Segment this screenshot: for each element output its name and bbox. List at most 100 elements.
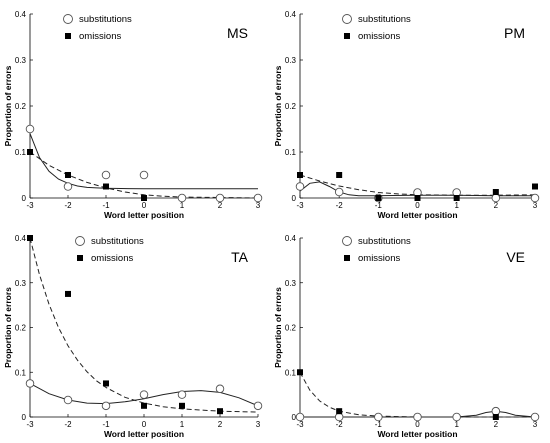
x-tick-label: -3: [296, 420, 304, 429]
legend-square-icon: [77, 255, 83, 261]
y-axis-title: Proportion of errors: [273, 65, 283, 146]
omission-point: [27, 149, 33, 155]
legend-label-omissions: omissions: [91, 253, 133, 264]
x-axis-title: Word letter position: [377, 429, 457, 439]
x-tick-label: 0: [142, 201, 147, 210]
omission-point: [492, 414, 499, 420]
y-tick-label: 0.3: [285, 279, 297, 288]
x-tick-label: 2: [218, 201, 223, 210]
x-tick-label: 1: [454, 201, 459, 210]
y-tick-label: 0.4: [285, 10, 297, 19]
omission-point: [297, 369, 303, 376]
omission-point: [336, 408, 343, 415]
panel-label: MS: [227, 25, 248, 41]
substitution-point: [63, 182, 73, 191]
y-tick-label: 0: [22, 413, 27, 422]
x-tick-label: 0: [415, 201, 420, 210]
x-tick-label: -3: [296, 201, 304, 210]
substitution-point: [63, 395, 73, 405]
x-tick-label: 3: [533, 201, 538, 210]
omission-point: [141, 402, 147, 409]
legend: substitutions omissions: [75, 236, 144, 264]
substitution-point: [530, 412, 540, 422]
substitution-point: [177, 193, 187, 203]
legend: substitutions omissions: [342, 14, 411, 42]
omissions-fit-curve: [29, 237, 259, 413]
x-axis-title: Word letter position: [104, 210, 184, 220]
substitution-point: [139, 170, 149, 180]
x-tick-label: -2: [64, 201, 72, 210]
substitution-point: [413, 412, 422, 422]
substitution-point: [374, 412, 383, 422]
x-tick-label: -3: [26, 420, 34, 429]
substitutions-fit-curve: [299, 181, 535, 197]
y-tick-label: 0.3: [15, 56, 27, 65]
y-tick-label: 0.1: [285, 148, 297, 157]
substitution-point: [215, 193, 225, 203]
x-tick-label: 3: [256, 420, 261, 429]
legend-label-substitutions: substitutions: [91, 236, 144, 247]
omission-point: [103, 380, 109, 387]
substitution-point: [253, 193, 263, 203]
omission-point: [492, 189, 499, 196]
substitution-point: [491, 193, 501, 203]
x-tick-label: 2: [494, 420, 499, 429]
x-tick-label: 3: [256, 201, 261, 210]
omission-point: [336, 172, 343, 178]
x-tick-label: -2: [64, 420, 72, 429]
substitution-point: [101, 170, 111, 180]
y-tick-label: 0.3: [285, 56, 297, 65]
omission-point: [217, 408, 223, 415]
panel-ta: 0 0.1 0.2 0.3 0.4 -3 -2 -1 0 1 2 3 Word letter posit…: [3, 234, 263, 439]
legend: substitutions omissions: [342, 236, 411, 264]
legend-square-icon: [65, 33, 71, 39]
legend-label-substitutions: substitutions: [358, 14, 411, 25]
substitution-point: [334, 187, 344, 197]
omission-point: [141, 195, 147, 201]
substitution-point: [101, 401, 111, 411]
y-tick-label: 0.2: [15, 102, 27, 111]
substitution-point: [295, 182, 305, 191]
x-tick-label: -1: [375, 201, 383, 210]
y-tick-label: 0.2: [285, 102, 297, 111]
legend-label-substitutions: substitutions: [79, 14, 132, 25]
x-tick-label: 1: [180, 201, 185, 210]
omissions-fit-curve: [29, 151, 259, 199]
omission-point: [297, 172, 303, 178]
y-tick-label: 0.2: [285, 324, 297, 333]
x-tick-label: -2: [336, 201, 344, 210]
y-tick-label: 0.4: [15, 234, 27, 243]
y-axis-title: Proportion of errors: [3, 287, 13, 368]
x-tick-label: 1: [180, 420, 185, 429]
legend-square-icon: [344, 33, 350, 39]
y-tick-label: 0.4: [15, 10, 27, 19]
legend-square-icon: [344, 255, 350, 261]
x-tick-label: -3: [26, 201, 34, 210]
omission-point: [65, 290, 71, 297]
y-tick-label: 0.1: [15, 148, 27, 157]
x-tick-label: 0: [415, 420, 420, 429]
substitution-point: [25, 379, 35, 388]
legend-circle-icon: [63, 14, 73, 24]
omission-point: [453, 195, 460, 201]
omissions-fit-curve: [299, 174, 536, 196]
x-tick-label: -1: [102, 201, 110, 210]
legend-circle-icon: [342, 236, 352, 246]
y-tick-label: 0: [292, 194, 297, 203]
omission-point: [103, 183, 109, 190]
panel-label: PM: [504, 25, 525, 41]
substitution-point: [177, 390, 187, 399]
omission-point: [65, 172, 71, 178]
substitution-point: [253, 401, 263, 411]
omission-point: [414, 195, 421, 201]
substitution-point: [215, 384, 225, 394]
y-tick-label: 0.3: [15, 279, 27, 288]
omission-point: [375, 195, 382, 201]
y-tick-label: 0: [22, 194, 27, 203]
substitution-point: [491, 406, 501, 416]
x-tick-label: -2: [336, 420, 344, 429]
panel-pm: 0 0.1 0.2 0.3 0.4 -3 -2 -1 0 1 2 3 Word letter posit…: [273, 10, 540, 220]
x-tick-label: 2: [494, 201, 499, 210]
y-tick-label: 0.2: [15, 324, 27, 333]
